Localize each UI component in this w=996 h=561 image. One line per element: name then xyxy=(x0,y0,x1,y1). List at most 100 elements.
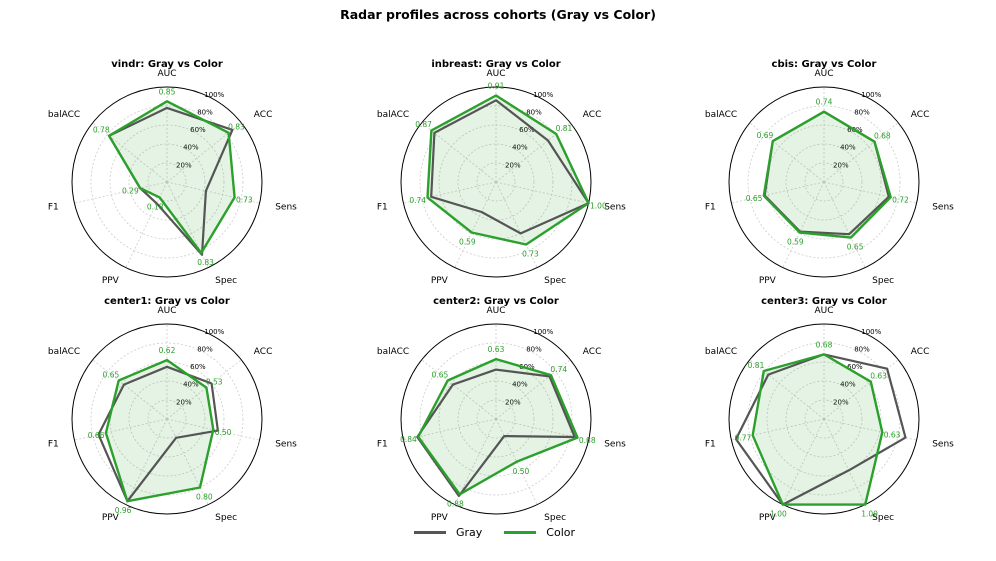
panel-title: cbis: Gray vs Color xyxy=(772,59,877,70)
radar-panel: vindr: Gray vs Color 20% 40% 60% 80% 100% AUC A… xyxy=(48,59,297,286)
radial-tick-label: 40% xyxy=(512,381,528,389)
radar-panel: cbis: Gray vs Color20%40%60%80%100%AUCAC… xyxy=(705,59,954,286)
radial-tick-label: 80% xyxy=(197,345,213,353)
radial-tick-label: 20% xyxy=(176,398,192,406)
radial-tick-label: 20% xyxy=(505,398,521,406)
axis-label: Sens xyxy=(932,439,954,449)
radar-panel: center2: Gray vs Color20%40%60%80%100%AU… xyxy=(377,296,626,523)
axis-label: ACC xyxy=(583,110,602,120)
data-label: 0.53 xyxy=(206,377,223,386)
data-label: 0.91 xyxy=(488,82,505,91)
axis-label: AUC xyxy=(157,69,176,79)
axis-label: balACC xyxy=(377,347,409,357)
panel-title: center1: Gray vs Color xyxy=(104,296,230,307)
data-label: 0.73 xyxy=(236,196,253,205)
axis-label: Spec xyxy=(544,513,566,523)
series-fill-color xyxy=(418,359,578,495)
data-label: 1.00 xyxy=(861,510,878,519)
panel-title: vindr: Gray vs Color xyxy=(111,59,223,70)
legend-label-color: Color xyxy=(546,526,576,539)
axis-label: F1 xyxy=(48,439,59,449)
axis-label: balACC xyxy=(48,347,80,357)
axis-label: F1 xyxy=(377,202,388,212)
axis-label: AUC xyxy=(157,306,176,316)
axis-label: Sens xyxy=(604,439,626,449)
data-label: 0.74 xyxy=(816,98,833,107)
axis-label: F1 xyxy=(48,202,59,212)
data-label: 1.00 xyxy=(590,201,607,210)
axis-label: balACC xyxy=(705,110,737,120)
axis-label: balACC xyxy=(705,347,737,357)
radial-tick-label: 100% xyxy=(861,91,881,99)
data-label: 1.00 xyxy=(770,510,787,519)
radial-tick-label: 100% xyxy=(861,328,881,336)
legend-swatch-gray xyxy=(414,531,446,534)
axis-label: ACC xyxy=(583,347,602,357)
legend-item-gray: Gray xyxy=(414,526,482,539)
data-label: 0.85 xyxy=(159,87,176,96)
radar-panel: center3: Gray vs Color 20% 40% 60% 80% 100% AU… xyxy=(705,296,954,523)
axis-label: F1 xyxy=(705,202,716,212)
series-fill-color xyxy=(752,354,883,505)
data-label: 0.73 xyxy=(522,249,539,258)
data-label: 0.81 xyxy=(748,361,765,370)
grid-ring xyxy=(785,143,863,221)
data-label: 0.74 xyxy=(550,365,567,374)
data-label: 0.50 xyxy=(513,467,530,476)
radar-panels: vindr: Gray vs Color 20% 40% 60% 80% 100% AUC A… xyxy=(48,59,954,523)
data-label: 0.59 xyxy=(459,238,476,247)
data-label: 0.18 xyxy=(147,202,164,211)
grid-ring xyxy=(128,143,206,221)
axis-label: Spec xyxy=(872,276,894,286)
radial-tick-label: 20% xyxy=(833,161,849,169)
axis-label: ACC xyxy=(911,347,930,357)
grid-ring xyxy=(147,162,187,202)
grid-ring xyxy=(457,143,535,221)
data-label: 0.83 xyxy=(197,258,214,267)
series-fill-color xyxy=(109,101,235,253)
axis-label: ACC xyxy=(254,347,273,357)
outer-ring xyxy=(400,86,592,278)
axis-label: AUC xyxy=(814,306,833,316)
axis-label: PPV xyxy=(102,276,120,286)
axis-label: balACC xyxy=(377,110,409,120)
legend-label-gray: Gray xyxy=(456,526,483,539)
data-label: 0.59 xyxy=(787,238,804,247)
axis-label: ACC xyxy=(911,110,930,120)
radial-tick-label: 100% xyxy=(533,91,553,99)
radial-tick-label: 20% xyxy=(176,161,192,169)
data-label: 0.77 xyxy=(735,434,752,443)
radial-tick-label: 40% xyxy=(840,381,856,389)
data-label: 0.63 xyxy=(870,371,887,380)
data-label: 0.83 xyxy=(228,123,245,132)
grid-ring xyxy=(457,380,535,458)
axis-label: AUC xyxy=(814,69,833,79)
axis-label: Sens xyxy=(604,202,626,212)
radial-tick-label: 80% xyxy=(854,345,870,353)
data-label: 0.50 xyxy=(215,428,232,437)
radar-panel: center1: Gray vs Color 20% 40% 60% 80% 100% AU… xyxy=(48,296,297,523)
legend-item-color: Color xyxy=(504,526,575,539)
axis-label: PPV xyxy=(759,276,777,286)
data-label: 0.88 xyxy=(447,499,464,508)
axis-label: F1 xyxy=(705,439,716,449)
data-label: 0.65 xyxy=(103,370,120,379)
series-line-gray xyxy=(97,365,219,503)
axis-label: PPV xyxy=(431,513,449,523)
radial-tick-label: 40% xyxy=(512,144,528,152)
series-line-gray xyxy=(416,368,576,498)
outer-ring xyxy=(400,323,592,515)
series-line-gray xyxy=(734,353,907,506)
grid-ring xyxy=(785,380,863,458)
data-label: 0.66 xyxy=(88,431,105,440)
series-line-color xyxy=(107,100,236,255)
axis-label: AUC xyxy=(486,306,505,316)
grid-ring xyxy=(476,399,516,439)
radial-tick-label: 100% xyxy=(204,91,224,99)
data-label: 0.84 xyxy=(400,435,417,444)
outer-ring xyxy=(71,86,263,278)
axis-label: F1 xyxy=(377,439,388,449)
series-line-color xyxy=(426,94,590,246)
data-label: 0.81 xyxy=(556,124,573,133)
